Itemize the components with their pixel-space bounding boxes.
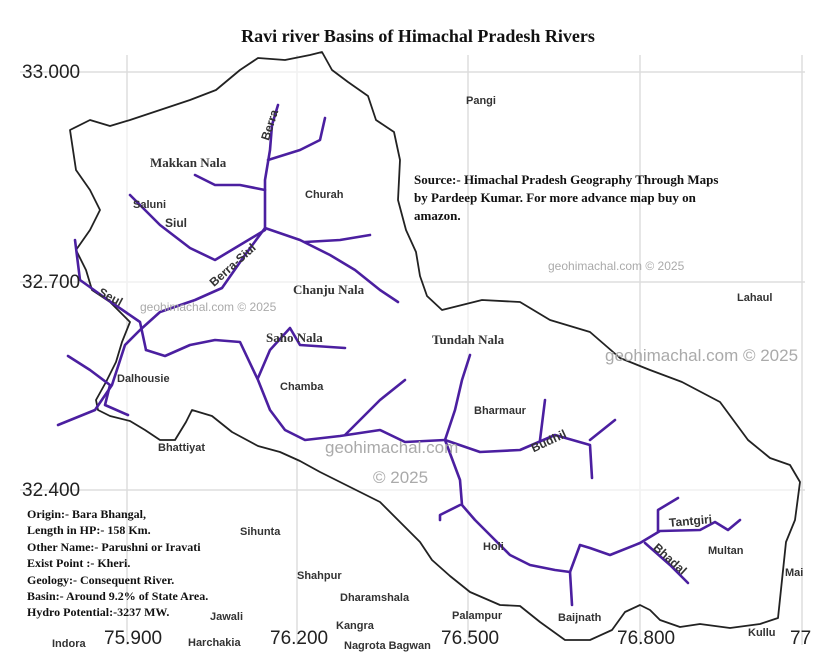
river-churah-branch: [303, 233, 372, 244]
fact-geology: Geology:- Consequent River.: [27, 572, 175, 587]
place-label: Dharamshala: [340, 592, 410, 604]
river-label: Saho Nala: [266, 330, 323, 345]
river-makkan: [193, 173, 267, 192]
watermark: © 2025: [373, 468, 429, 487]
watermark: geohimachal.com © 2025: [605, 346, 799, 365]
river-label: Chanju Nala: [293, 282, 365, 297]
river-budhil-east: [588, 418, 617, 442]
lat-tick: 32.400: [22, 480, 81, 501]
place-label: Lahaul: [737, 292, 773, 304]
river-west-branch: [438, 503, 462, 522]
place-label: Saluni: [133, 199, 167, 211]
place-label: Jawali: [210, 611, 244, 623]
place-label: Chamba: [280, 381, 324, 393]
river-ravi-lower: [56, 226, 267, 427]
river-facts: Origin:- Bara Bhangal, Length in HP:- 15…: [27, 506, 208, 621]
river-tundah: [443, 353, 472, 442]
place-label: Nagrota Bagwan: [344, 640, 431, 652]
lon-tick: 77: [790, 628, 812, 649]
place-label: Indora: [52, 638, 86, 650]
river-seul: [73, 238, 148, 352]
river-berra: [263, 103, 280, 230]
place-label: Bharmaur: [474, 405, 526, 417]
river-budhil: [443, 433, 594, 480]
river-south-branch: [568, 570, 574, 607]
place-label: Holi: [483, 541, 504, 553]
place-label: Multan: [708, 545, 744, 557]
place-label: Shahpur: [297, 570, 342, 582]
place-label: Bhattiyat: [158, 442, 206, 454]
watermark: geohimachal.com © 2025: [548, 259, 685, 273]
river-chanju: [263, 226, 400, 304]
lat-tick: 32.700: [22, 272, 81, 293]
place-label: Mai: [785, 567, 804, 579]
fact-hydro: Hydro Potential:-3237 MW.: [27, 605, 170, 620]
fact-length: Length in HP:- 158 Km.: [27, 523, 151, 538]
place-label: Sihunta: [240, 526, 281, 538]
river-ravi-upper: [443, 438, 742, 574]
river-label: Makkan Nala: [150, 155, 227, 170]
river-ravi-main: [144, 338, 447, 444]
place-label: Kangra: [336, 620, 374, 632]
source-note: Source:- Himachal Pradesh Geography Thro…: [414, 172, 719, 223]
lon-tick: 76.200: [270, 628, 329, 649]
basin-boundary: [69, 51, 801, 641]
river-network: [56, 103, 742, 607]
place-label: Dalhousie: [117, 373, 170, 385]
fact-basin: Basin:- Around 9.2% of State Area.: [27, 589, 209, 604]
river-label: Tundah Nala: [432, 332, 505, 347]
river-dalhousie-branch: [66, 354, 130, 417]
lon-tick: 76.500: [441, 628, 500, 649]
river-siul: [128, 193, 267, 262]
river-label: Siul: [165, 216, 188, 230]
place-label: Pangi: [466, 95, 496, 107]
river-saho: [256, 326, 347, 380]
place-label: Kullu: [748, 627, 776, 639]
place-label: Churah: [305, 189, 344, 201]
river-budhil-north: [538, 398, 547, 442]
fact-other-name: Other Name:- Parushni or Iravati: [27, 539, 201, 554]
lon-tick: 76.800: [617, 628, 676, 649]
place-label: Harchakia: [188, 637, 241, 649]
place-label: Baijnath: [558, 612, 602, 624]
lat-tick: 33.000: [22, 62, 81, 83]
river-bhadal: [643, 541, 690, 585]
place-label: Palampur: [452, 610, 503, 622]
map-title: Ravi river Basins of Himachal Pradesh Ri…: [241, 26, 595, 46]
river-upper-branch: [266, 116, 327, 162]
river-tantgiri-north: [656, 496, 680, 533]
lon-tick: 75.900: [104, 628, 163, 649]
watermark: geohimachal.com © 2025: [140, 300, 277, 314]
watermark: geohimachal.com: [325, 438, 459, 457]
fact-exit-point: Exist Point :- Kheri.: [27, 556, 131, 571]
fact-origin: Origin:- Bara Bhangal,: [27, 507, 147, 521]
river-chamba-branch: [343, 378, 407, 437]
